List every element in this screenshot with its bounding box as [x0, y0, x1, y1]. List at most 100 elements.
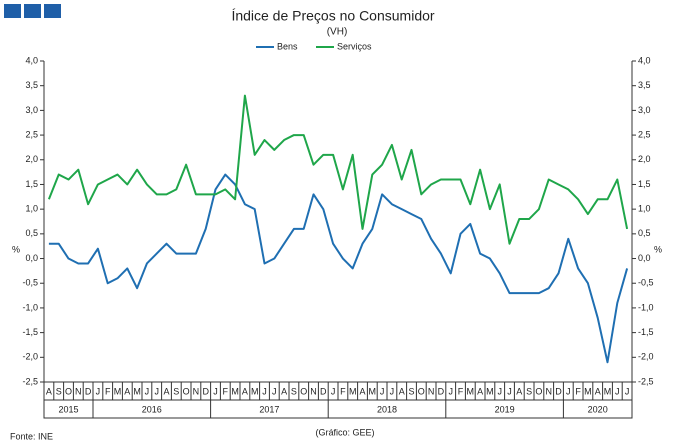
- x-tick-label: A: [399, 386, 405, 396]
- source: Fonte: INE: [10, 431, 53, 441]
- x-group-label: 2018: [377, 404, 397, 414]
- y-tick-label: 4,0: [25, 55, 38, 65]
- x-tick-label: M: [251, 386, 259, 396]
- x-tick-label: D: [85, 386, 92, 396]
- y2-axis-label: %: [654, 244, 662, 254]
- x-tick-label: O: [65, 386, 72, 396]
- x-tick-label: M: [369, 386, 377, 396]
- x-tick-label: J: [625, 386, 630, 396]
- x-tick-label: M: [604, 386, 612, 396]
- y2-tick-label: -2,0: [638, 352, 654, 362]
- x-tick-label: A: [595, 386, 601, 396]
- x-group-label: 2017: [259, 404, 279, 414]
- credit: (Gráfico: GEE): [315, 427, 374, 437]
- y-axis-label: %: [12, 244, 20, 254]
- x-tick-label: S: [56, 386, 62, 396]
- y-tick-label: 2,0: [25, 154, 38, 164]
- x-tick-label: D: [202, 386, 209, 396]
- x-tick-label: J: [566, 386, 571, 396]
- x-tick-label: A: [46, 386, 52, 396]
- x-tick-label: J: [380, 386, 385, 396]
- x-tick-label: M: [231, 386, 239, 396]
- logo-block: [4, 4, 21, 18]
- x-tick-label: J: [497, 386, 502, 396]
- x-tick-label: N: [428, 386, 435, 396]
- x-tick-label: N: [193, 386, 200, 396]
- y2-tick-label: 2,5: [638, 129, 651, 139]
- x-tick-label: J: [507, 386, 512, 396]
- x-tick-label: F: [458, 386, 464, 396]
- x-tick-label: S: [408, 386, 414, 396]
- x-tick-label: D: [438, 386, 445, 396]
- y-tick-label: -0,5: [22, 278, 38, 288]
- x-tick-label: A: [163, 386, 169, 396]
- x-tick-label: J: [331, 386, 336, 396]
- x-tick-label: A: [124, 386, 130, 396]
- y2-tick-label: -0,5: [638, 278, 654, 288]
- x-tick-label: J: [448, 386, 453, 396]
- y2-tick-label: 0,5: [638, 228, 651, 238]
- x-group-label: 2015: [58, 404, 78, 414]
- x-tick-label: A: [281, 386, 287, 396]
- x-tick-label: J: [213, 386, 218, 396]
- x-tick-label: A: [477, 386, 483, 396]
- y-tick-label: 3,5: [25, 80, 38, 90]
- x-tick-label: F: [340, 386, 346, 396]
- x-tick-label: O: [183, 386, 190, 396]
- x-tick-label: J: [390, 386, 395, 396]
- x-tick-label: A: [516, 386, 522, 396]
- y2-tick-label: 4,0: [638, 55, 651, 65]
- x-group-label: 2016: [142, 404, 162, 414]
- y-tick-label: -2,5: [22, 376, 38, 386]
- x-tick-label: J: [154, 386, 159, 396]
- y-tick-label: 0,0: [25, 253, 38, 263]
- x-tick-label: F: [223, 386, 229, 396]
- y2-tick-label: 1,0: [638, 204, 651, 214]
- x-tick-label: M: [486, 386, 494, 396]
- x-group-label: 2020: [588, 404, 608, 414]
- x-tick-label: J: [272, 386, 277, 396]
- chart-subtitle: (VH): [327, 27, 348, 38]
- x-tick-label: N: [75, 386, 82, 396]
- x-tick-label: N: [310, 386, 317, 396]
- y2-tick-label: 0,0: [638, 253, 651, 263]
- logo-block: [44, 4, 61, 18]
- x-tick-label: O: [535, 386, 542, 396]
- x-tick-label: J: [96, 386, 101, 396]
- chart-title: Índice de Preços no Consumidor: [231, 8, 434, 24]
- x-group-label: 2019: [495, 404, 515, 414]
- x-tick-label: M: [133, 386, 141, 396]
- y-tick-label: 3,0: [25, 105, 38, 115]
- y2-tick-label: -2,5: [638, 376, 654, 386]
- x-tick-label: D: [320, 386, 327, 396]
- y-tick-label: 1,0: [25, 204, 38, 214]
- y-tick-label: -2,0: [22, 352, 38, 362]
- y-tick-label: 1,5: [25, 179, 38, 189]
- y2-tick-label: 1,5: [638, 179, 651, 189]
- x-tick-label: J: [615, 386, 620, 396]
- x-tick-label: M: [467, 386, 475, 396]
- x-tick-label: S: [173, 386, 179, 396]
- series-line: [47, 94, 629, 245]
- x-tick-label: D: [555, 386, 562, 396]
- x-tick-label: F: [105, 386, 111, 396]
- x-tick-label: M: [349, 386, 357, 396]
- x-tick-label: A: [242, 386, 248, 396]
- x-tick-label: O: [300, 386, 307, 396]
- y2-tick-label: 3,0: [638, 105, 651, 115]
- y-tick-label: 2,5: [25, 129, 38, 139]
- x-tick-label: S: [526, 386, 532, 396]
- legend-label: Serviços: [337, 41, 372, 51]
- y2-tick-label: -1,0: [638, 302, 654, 312]
- y2-tick-label: 2,0: [638, 154, 651, 164]
- series-line: [48, 173, 629, 364]
- logo-block: [24, 4, 41, 18]
- x-tick-label: N: [545, 386, 552, 396]
- x-tick-label: O: [418, 386, 425, 396]
- y2-tick-label: -1,5: [638, 327, 654, 337]
- x-tick-label: F: [575, 386, 581, 396]
- x-tick-label: M: [584, 386, 592, 396]
- y-tick-label: -1,5: [22, 327, 38, 337]
- x-tick-label: M: [114, 386, 122, 396]
